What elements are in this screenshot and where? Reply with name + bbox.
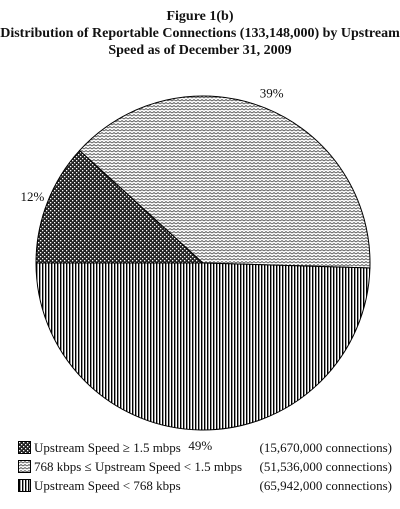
legend-swatch-checker	[18, 441, 31, 454]
chart-titles: Figure 1(b) Distribution of Reportable C…	[0, 8, 400, 59]
legend-entry: 768 kbps ≤ Upstream Speed < 1.5 mbps (51…	[18, 457, 392, 476]
slice-percent-label: 49%	[188, 438, 212, 453]
legend-swatch-vertical	[18, 479, 31, 492]
legend-count: (51,536,000 connections)	[259, 458, 392, 474]
pie-slice-checker	[35, 149, 205, 264]
chart-title: Figure 1(b)	[166, 9, 234, 24]
pie-slice-vertical	[35, 262, 371, 431]
legend-count: (15,670,000 connections)	[259, 439, 392, 455]
legend-swatch-wave	[18, 460, 31, 473]
slice-percent-label: 12%	[20, 189, 44, 204]
legend-label: Upstream Speed < 768 kbps	[34, 477, 181, 493]
legend-label: 768 kbps ≤ Upstream Speed < 1.5 mbps	[34, 458, 243, 474]
legend-entry: Upstream Speed ≥ 1.5 mbps (15,670,000 co…	[18, 438, 392, 457]
legend-entry: Upstream Speed < 768 kbps (65,942,000 co…	[18, 476, 392, 495]
slice-percent-label: 39%	[260, 85, 284, 100]
legend-label: Upstream Speed ≥ 1.5 mbps	[34, 439, 181, 455]
legend-count: (65,942,000 connections)	[259, 477, 392, 493]
pie-slice-wave	[78, 95, 371, 269]
chart-subtitle: Distribution of Reportable Connections (…	[0, 26, 400, 58]
chart-legend: Upstream Speed ≥ 1.5 mbps (15,670,000 co…	[18, 438, 392, 495]
